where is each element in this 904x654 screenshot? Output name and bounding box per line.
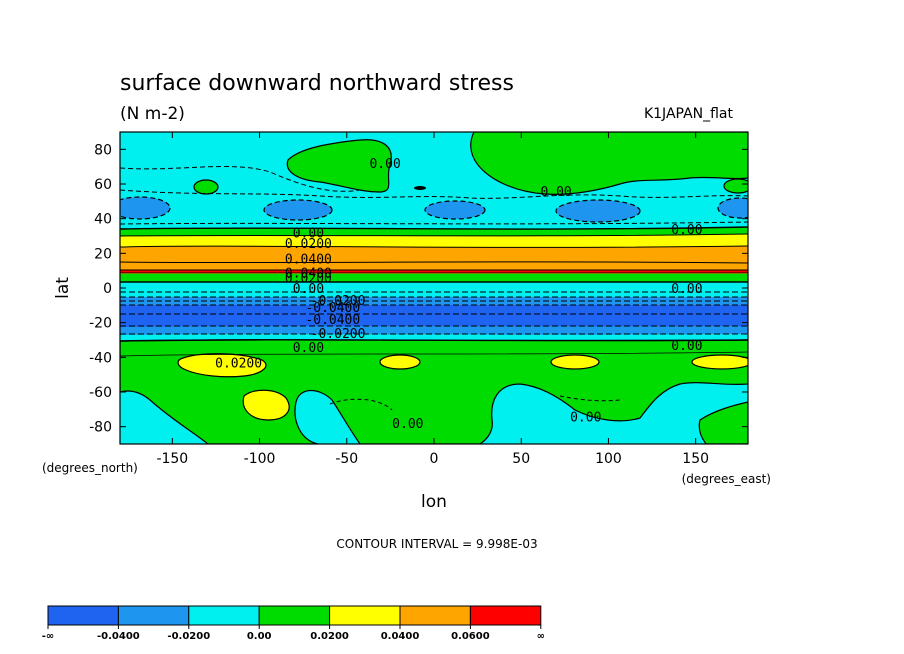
contour-label: 0.00 — [293, 341, 324, 356]
contour-label: 0.00 — [392, 417, 423, 432]
contour-label: 0.00 — [540, 185, 571, 200]
contour-label: 0.00 — [293, 282, 324, 297]
contour-label: 0.0400 — [285, 253, 332, 268]
x-tick-label: 0 — [430, 451, 439, 467]
contour-label: 0.00 — [671, 282, 702, 297]
colorbar-swatch — [258, 605, 331, 626]
y-tick-label: 60 — [94, 177, 112, 193]
x-tick-label: -50 — [335, 451, 358, 467]
colorbar-label: 0.0600 — [451, 631, 490, 642]
contour-label: 0.0200 — [285, 272, 332, 287]
field-blue-45n-5 — [717, 197, 748, 219]
field-yellow-south-2 — [242, 389, 290, 421]
colorbar: -∞ -0.0400 -0.0200 0.00 0.0200 0.0400 0.0600 ∞ — [42, 605, 545, 642]
y-tick-label: 0 — [103, 281, 112, 297]
field-yellow-south-1 — [177, 353, 267, 378]
colorbar-label: 0.00 — [247, 631, 272, 642]
contour-label: -0.0400 — [305, 301, 360, 316]
contour-label: -0.0200 — [311, 294, 366, 309]
x-axis-units: (degrees_east) — [682, 472, 771, 486]
y-tick-label: 40 — [94, 212, 112, 228]
contour-label: 0.00 — [671, 223, 702, 238]
x-tick-label: 150 — [682, 451, 709, 467]
x-axis-ticks: -150 -100 -50 0 50 100 150 — [156, 132, 709, 467]
contour-label: 0.00 — [671, 339, 702, 354]
colorbar-swatch — [47, 605, 119, 626]
field-north-green-small — [193, 179, 219, 195]
field-blue-45n-2 — [263, 199, 333, 221]
colorbar-label: -0.0400 — [97, 631, 140, 642]
contour-label: 0.0200 — [285, 237, 332, 252]
field-blue-45n-4 — [555, 199, 641, 223]
chart-title: surface downward northward stress — [120, 71, 514, 96]
contour-lines — [120, 166, 748, 411]
field-south-green-se — [698, 401, 748, 444]
y-tick-label: -20 — [89, 316, 112, 332]
field-yellow-south-3 — [379, 354, 421, 370]
colorbar-label: -∞ — [42, 631, 54, 642]
x-tick-label: 100 — [595, 451, 622, 467]
colorbar-label: 0.0400 — [381, 631, 420, 642]
contour-label: 0.00 — [570, 410, 601, 425]
contour-label: -0.0400 — [305, 313, 360, 328]
contour-label: 0.00 — [369, 157, 400, 172]
field-north-green-edge — [723, 178, 748, 194]
dataset-label: K1JAPAN_flat — [644, 106, 734, 122]
field-yellow-south-4 — [550, 354, 600, 370]
contour-label: 0.0400 — [285, 266, 332, 281]
field-north-green-west — [286, 139, 392, 193]
contour-blob-north — [414, 186, 426, 190]
y-axis-ticks: 80 60 40 20 0 -20 -40 -60 -80 — [89, 142, 748, 436]
band-orange-north — [120, 246, 748, 270]
colorbar-swatch — [117, 605, 190, 626]
band-blue-south — [120, 305, 748, 327]
y-axis-units: (degrees_north) — [42, 461, 138, 475]
x-tick-label: 50 — [512, 451, 530, 467]
contour-label: -0.0200 — [311, 327, 366, 342]
colorbar-label: ∞ — [537, 631, 545, 642]
x-axis-label: lon — [421, 492, 447, 512]
y-tick-label: 80 — [94, 142, 112, 158]
colorbar-swatch — [469, 605, 542, 626]
colorbar-swatch — [399, 605, 471, 626]
plot-area: 0.000.000.000.000.02000.04000.04000.0200… — [89, 131, 749, 467]
y-axis-label: lat — [53, 277, 73, 299]
y-tick-label: 20 — [94, 246, 112, 262]
x-tick-label: -150 — [156, 451, 188, 467]
contour-label: 0.00 — [293, 227, 324, 242]
colorbar-label: -0.0200 — [167, 631, 210, 642]
contour-interval: CONTOUR INTERVAL = 9.998E-03 — [336, 537, 537, 551]
y-tick-label: -60 — [89, 385, 112, 401]
colorbar-swatch — [188, 605, 260, 626]
x-tick-label: -100 — [244, 451, 276, 467]
y-tick-label: -80 — [89, 420, 112, 436]
contour-label: 0.0200 — [215, 357, 262, 372]
field-north-green-east — [470, 132, 748, 195]
chart-units: (N m-2) — [120, 104, 185, 124]
y-tick-label: -40 — [89, 350, 112, 366]
field-yellow-south-5 — [691, 354, 748, 370]
field-blue-45n-1 — [120, 196, 171, 220]
colorbar-swatch — [329, 605, 401, 626]
field-blue-45n-3 — [424, 200, 486, 220]
band-red-equator — [120, 270, 748, 273]
colorbar-label: 0.0200 — [310, 631, 349, 642]
contour-label-layer: 0.000.000.000.000.02000.04000.04000.0200… — [215, 157, 702, 432]
